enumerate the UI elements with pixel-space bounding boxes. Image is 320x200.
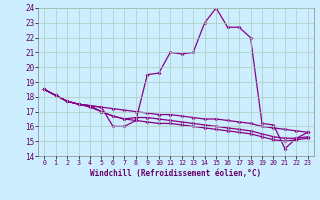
X-axis label: Windchill (Refroidissement éolien,°C): Windchill (Refroidissement éolien,°C) — [91, 169, 261, 178]
